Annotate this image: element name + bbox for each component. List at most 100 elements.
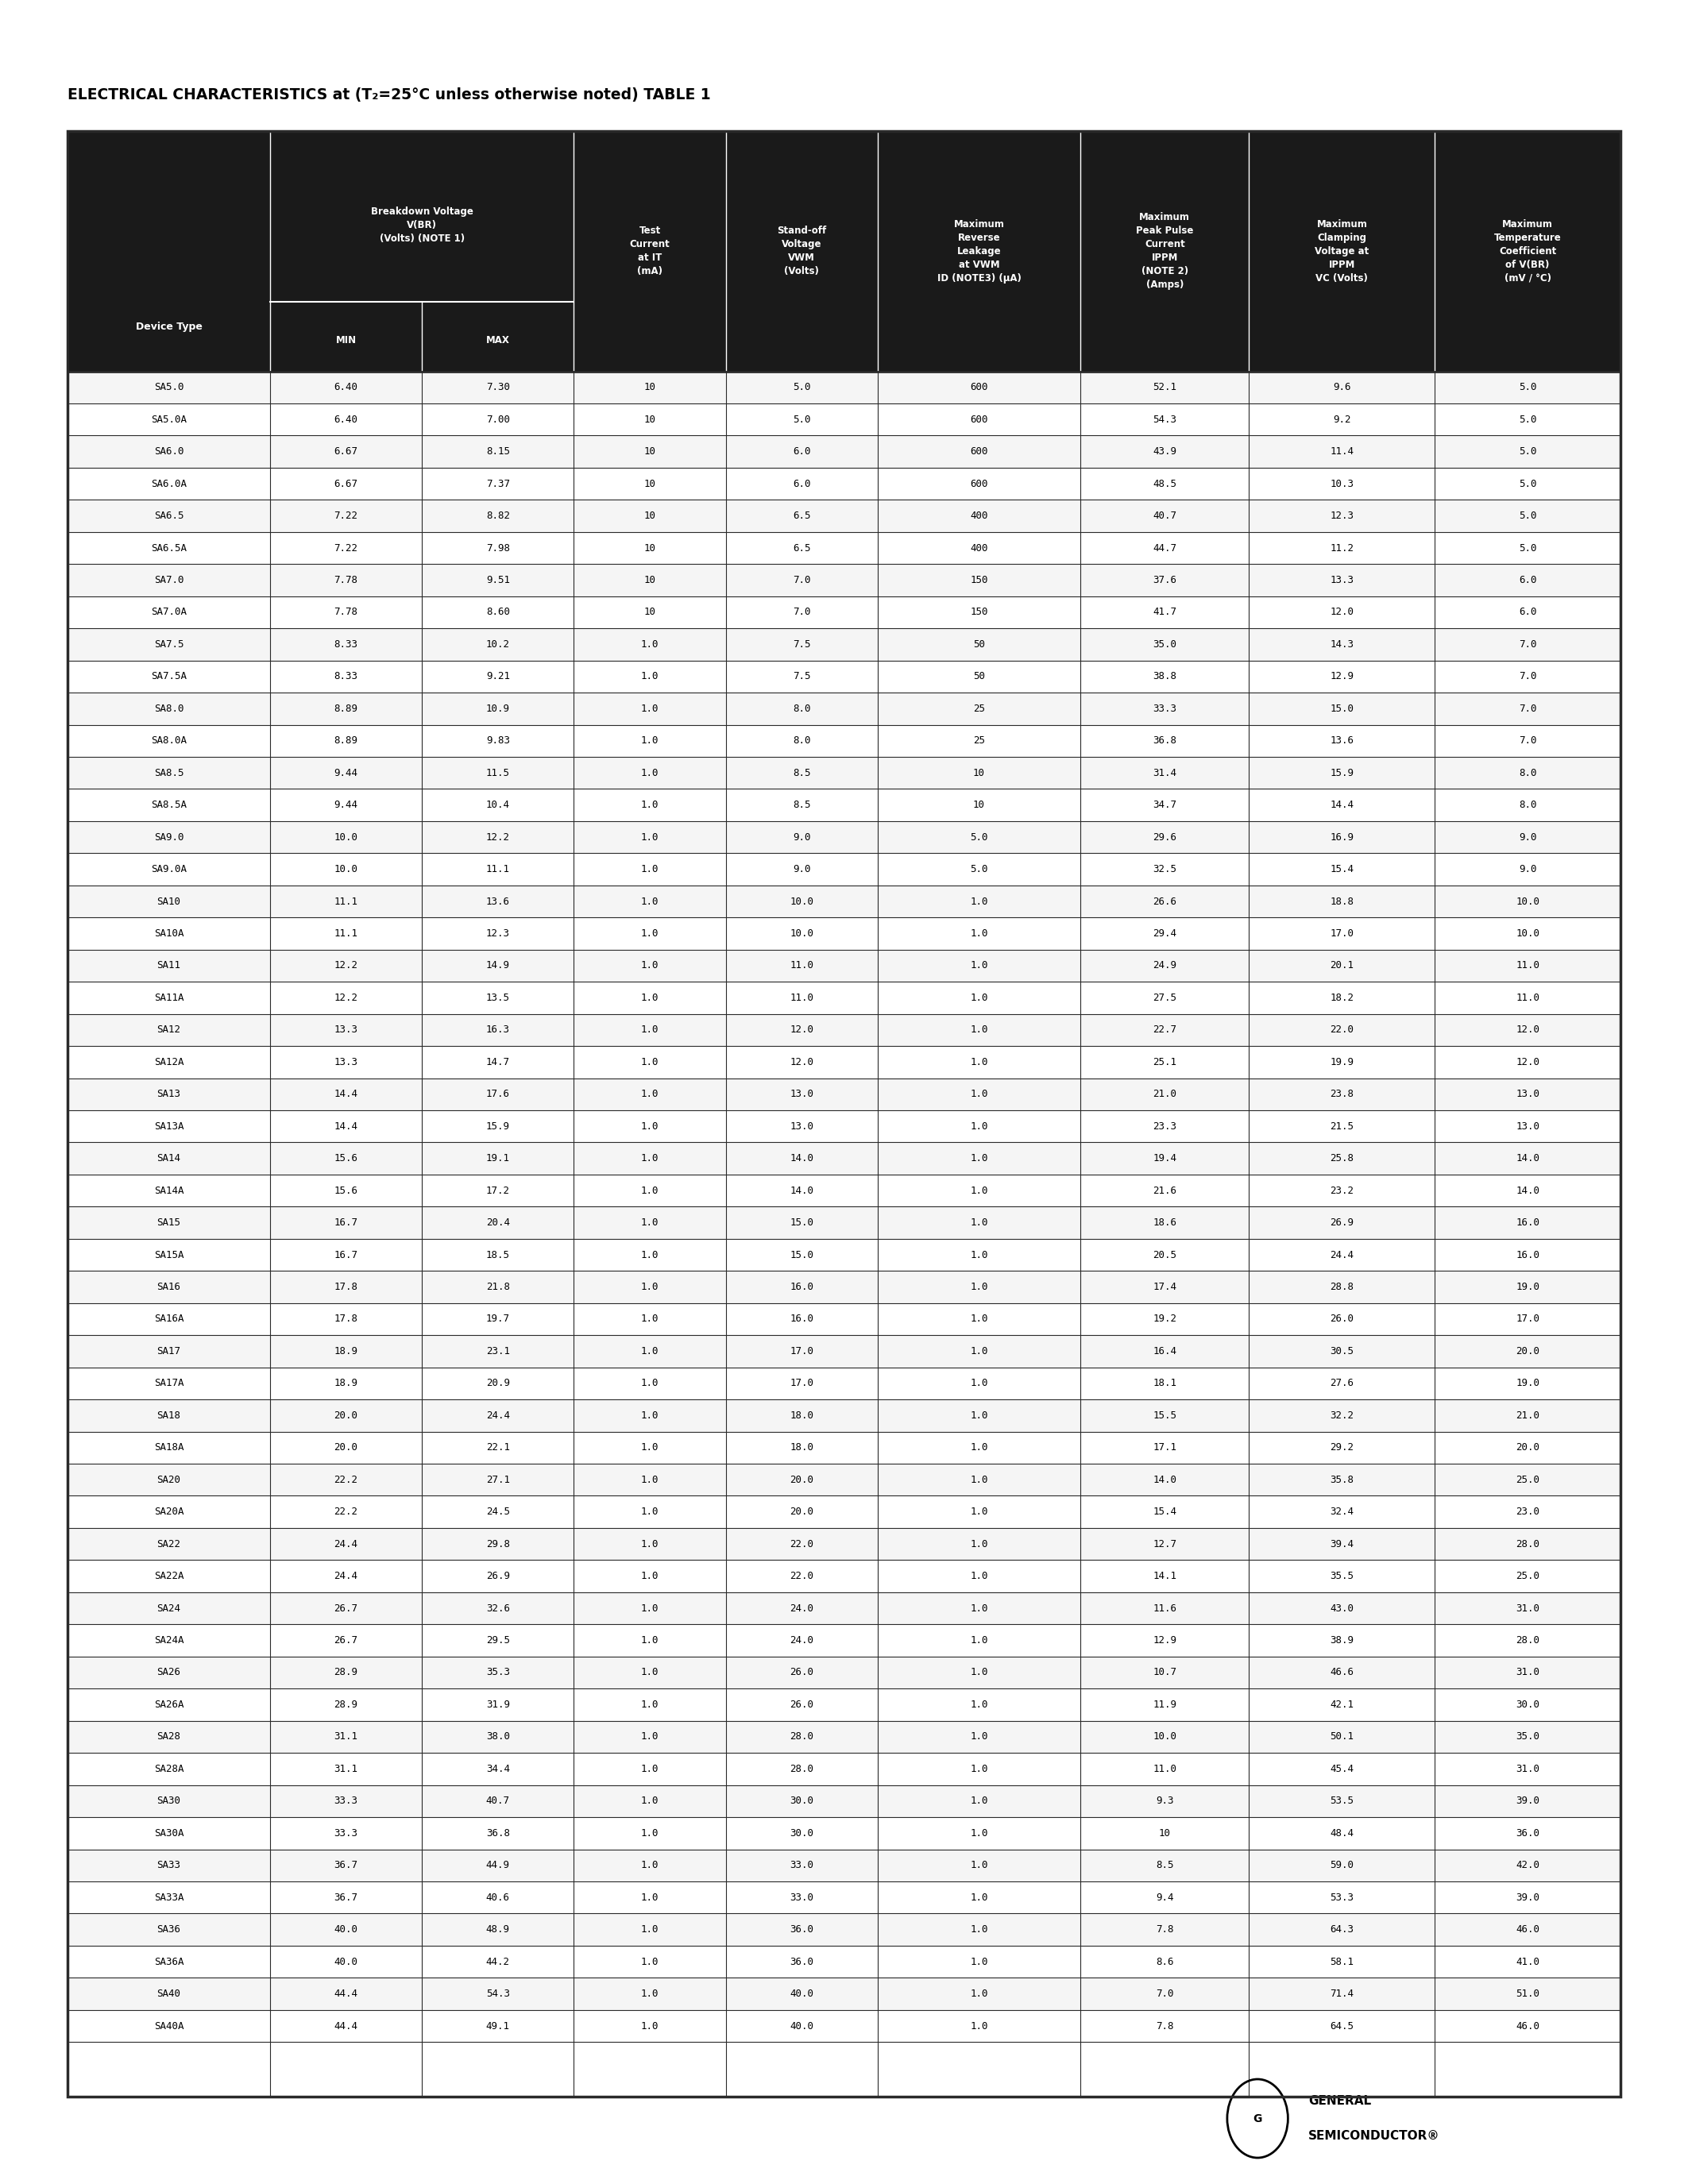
Text: 31.1: 31.1 — [334, 1765, 358, 1773]
FancyBboxPatch shape — [68, 1946, 1620, 1979]
Text: 1.0: 1.0 — [971, 994, 987, 1002]
Text: 1.0: 1.0 — [641, 1636, 658, 1645]
Text: 12.9: 12.9 — [1330, 670, 1354, 681]
Text: 6.40: 6.40 — [334, 415, 358, 424]
Text: 35.0: 35.0 — [1153, 640, 1177, 649]
Text: 1.0: 1.0 — [641, 1411, 658, 1420]
Text: 50.1: 50.1 — [1330, 1732, 1354, 1743]
Text: 9.0: 9.0 — [793, 865, 810, 874]
Text: 7.0: 7.0 — [793, 607, 810, 618]
Text: 14.3: 14.3 — [1330, 640, 1354, 649]
FancyBboxPatch shape — [68, 1688, 1620, 1721]
Text: 7.22: 7.22 — [334, 544, 358, 553]
Text: 24.4: 24.4 — [334, 1540, 358, 1548]
Text: 13.0: 13.0 — [790, 1090, 814, 1099]
Text: 20.0: 20.0 — [334, 1411, 358, 1420]
Text: 39.0: 39.0 — [1516, 1891, 1539, 1902]
Text: 25: 25 — [972, 703, 986, 714]
Text: SA12A: SA12A — [154, 1057, 184, 1068]
Text: SA18A: SA18A — [154, 1441, 184, 1452]
FancyBboxPatch shape — [68, 1334, 1620, 1367]
Text: 1.0: 1.0 — [971, 1090, 987, 1099]
Text: 21.0: 21.0 — [1516, 1411, 1539, 1420]
Text: 13.0: 13.0 — [1516, 1120, 1539, 1131]
Text: 25.0: 25.0 — [1516, 1474, 1539, 1485]
Text: 48.9: 48.9 — [486, 1924, 510, 1935]
Text: SA6.5A: SA6.5A — [150, 544, 187, 553]
Text: SA36A: SA36A — [154, 1957, 184, 1968]
Text: 1.0: 1.0 — [641, 769, 658, 778]
Text: 1.0: 1.0 — [971, 1636, 987, 1645]
Text: 30.0: 30.0 — [790, 1795, 814, 1806]
Text: 16.3: 16.3 — [486, 1024, 510, 1035]
Text: 36.7: 36.7 — [334, 1861, 358, 1870]
Text: 1.0: 1.0 — [641, 1345, 658, 1356]
Text: Maximum
Reverse
Leakage
at VWM
ID (NOTE3) (μA): Maximum Reverse Leakage at VWM ID (NOTE3… — [937, 218, 1021, 284]
Text: 7.0: 7.0 — [1519, 703, 1536, 714]
Text: 1.0: 1.0 — [971, 1795, 987, 1806]
Text: 45.4: 45.4 — [1330, 1765, 1354, 1773]
Text: 1.0: 1.0 — [641, 2020, 658, 2031]
Text: 9.83: 9.83 — [486, 736, 510, 747]
FancyBboxPatch shape — [68, 854, 1620, 885]
Text: 1.0: 1.0 — [971, 1120, 987, 1131]
Text: 19.2: 19.2 — [1153, 1315, 1177, 1324]
Text: 6.0: 6.0 — [793, 446, 810, 456]
Text: 25.1: 25.1 — [1153, 1057, 1177, 1068]
Text: 12.0: 12.0 — [1330, 607, 1354, 618]
FancyBboxPatch shape — [68, 1559, 1620, 1592]
FancyBboxPatch shape — [68, 1013, 1620, 1046]
Text: 12.0: 12.0 — [790, 1057, 814, 1068]
Text: 46.0: 46.0 — [1516, 2020, 1539, 2031]
Text: 1.0: 1.0 — [641, 1216, 658, 1227]
Text: 6.5: 6.5 — [793, 544, 810, 553]
Text: SA24A: SA24A — [154, 1636, 184, 1645]
Text: 8.5: 8.5 — [793, 769, 810, 778]
Text: 20.0: 20.0 — [1516, 1441, 1539, 1452]
Text: 34.4: 34.4 — [486, 1765, 510, 1773]
Text: 8.0: 8.0 — [793, 736, 810, 747]
Text: 16.9: 16.9 — [1330, 832, 1354, 843]
Text: SA22A: SA22A — [154, 1570, 184, 1581]
Text: Maximum
Temperature
Coefficient
of V(BR)
(mV / °C): Maximum Temperature Coefficient of V(BR)… — [1494, 218, 1561, 284]
Text: 10: 10 — [972, 769, 986, 778]
Text: 28.0: 28.0 — [790, 1765, 814, 1773]
Text: 36.0: 36.0 — [790, 1924, 814, 1935]
FancyBboxPatch shape — [68, 821, 1620, 854]
Text: 19.9: 19.9 — [1330, 1057, 1354, 1068]
Text: 1.0: 1.0 — [641, 865, 658, 874]
Text: 1.0: 1.0 — [641, 1474, 658, 1485]
FancyBboxPatch shape — [68, 131, 1620, 371]
Text: SA10A: SA10A — [154, 928, 184, 939]
Text: 38.9: 38.9 — [1330, 1636, 1354, 1645]
Text: SA8.5: SA8.5 — [154, 769, 184, 778]
Text: SA9.0: SA9.0 — [154, 832, 184, 843]
Text: 11.0: 11.0 — [790, 961, 814, 972]
Text: 29.2: 29.2 — [1330, 1441, 1354, 1452]
FancyBboxPatch shape — [68, 467, 1620, 500]
Text: 13.5: 13.5 — [486, 994, 510, 1002]
FancyBboxPatch shape — [68, 435, 1620, 467]
Text: 12.7: 12.7 — [1153, 1540, 1177, 1548]
Text: 20.9: 20.9 — [486, 1378, 510, 1389]
Text: SA7.5: SA7.5 — [154, 640, 184, 649]
Text: SA30: SA30 — [157, 1795, 181, 1806]
Text: 12.3: 12.3 — [486, 928, 510, 939]
Text: 15.9: 15.9 — [1330, 769, 1354, 778]
Text: 5.0: 5.0 — [1519, 544, 1536, 553]
FancyBboxPatch shape — [68, 1463, 1620, 1496]
Text: 14.4: 14.4 — [334, 1090, 358, 1099]
Text: SA15A: SA15A — [154, 1249, 184, 1260]
Text: 44.7: 44.7 — [1153, 544, 1177, 553]
Text: 1.0: 1.0 — [641, 1957, 658, 1968]
Text: 40.6: 40.6 — [486, 1891, 510, 1902]
Text: 5.0: 5.0 — [1519, 446, 1536, 456]
Text: SA6.0: SA6.0 — [154, 446, 184, 456]
Text: SEMICONDUCTOR®: SEMICONDUCTOR® — [1308, 2129, 1440, 2143]
Text: 24.9: 24.9 — [1153, 961, 1177, 972]
Text: 8.6: 8.6 — [1156, 1957, 1173, 1968]
Text: SA40A: SA40A — [154, 2020, 184, 2031]
Text: SA24: SA24 — [157, 1603, 181, 1614]
Text: 1.0: 1.0 — [971, 961, 987, 972]
Text: SA17: SA17 — [157, 1345, 181, 1356]
